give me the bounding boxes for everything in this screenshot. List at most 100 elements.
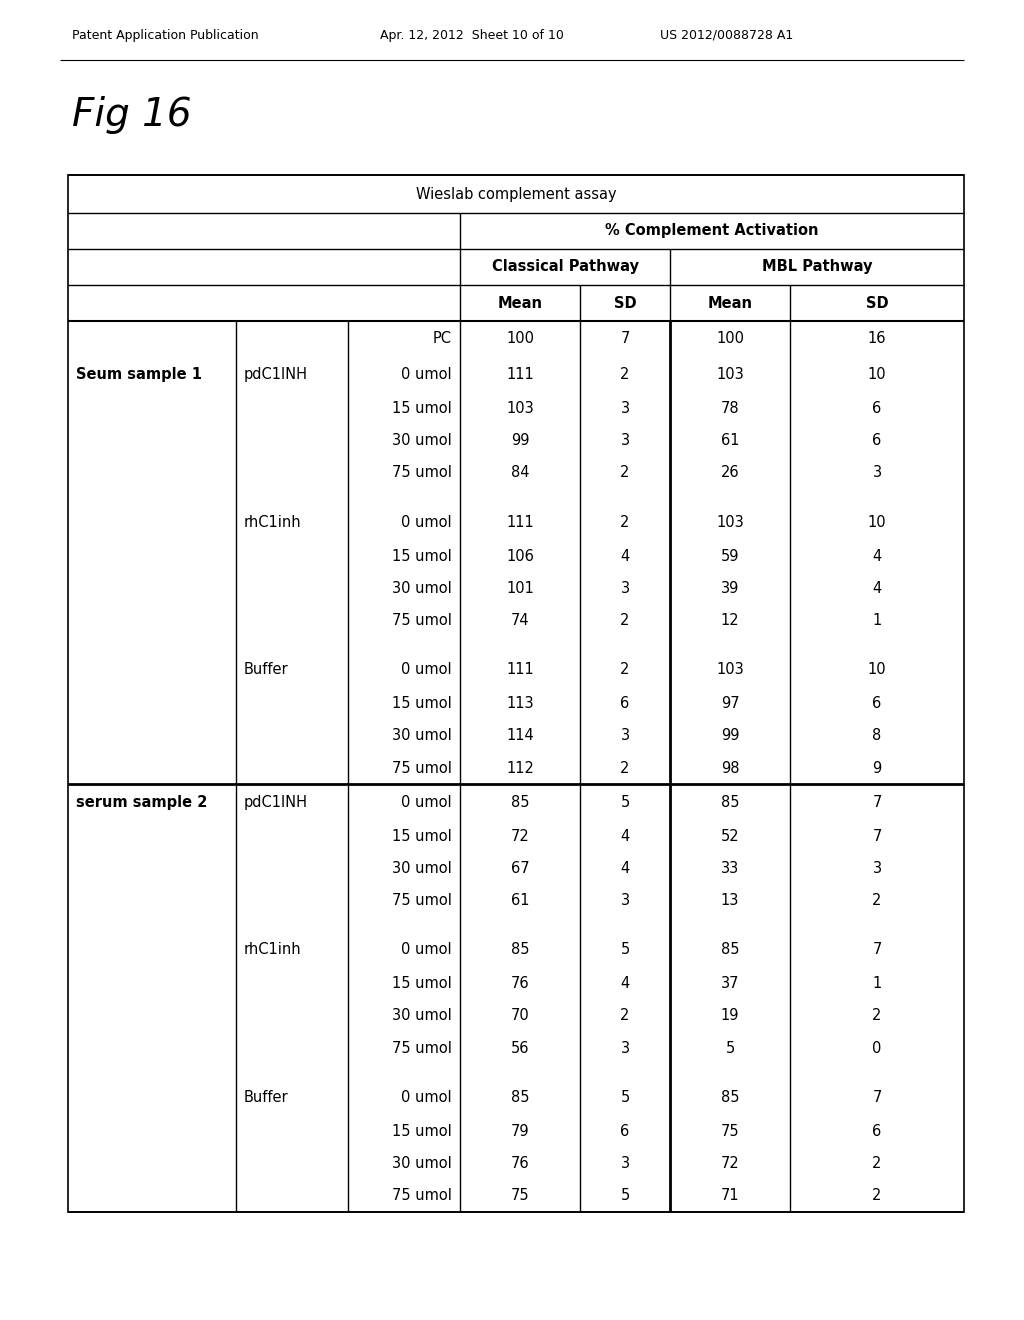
Text: SD: SD: [865, 296, 888, 310]
Text: 5: 5: [621, 942, 630, 957]
Text: 30 umol: 30 umol: [392, 861, 452, 876]
Text: 7: 7: [872, 1090, 882, 1105]
Text: 6: 6: [872, 696, 882, 711]
Text: 0 umol: 0 umol: [401, 1090, 452, 1105]
Text: 84: 84: [511, 466, 529, 480]
Text: 56: 56: [511, 1040, 529, 1056]
Text: Mean: Mean: [708, 296, 753, 310]
Text: PC: PC: [433, 331, 452, 346]
Text: 3: 3: [872, 466, 882, 480]
Text: 6: 6: [621, 1123, 630, 1139]
Text: 103: 103: [506, 401, 534, 416]
Text: Patent Application Publication: Patent Application Publication: [72, 29, 259, 41]
Text: 4: 4: [621, 829, 630, 843]
Text: 3: 3: [621, 581, 630, 595]
Text: 103: 103: [716, 367, 743, 381]
Text: % Complement Activation: % Complement Activation: [605, 223, 819, 239]
Text: 114: 114: [506, 729, 534, 743]
Text: 15 umol: 15 umol: [392, 1123, 452, 1139]
Text: 26: 26: [721, 466, 739, 480]
Text: 85: 85: [721, 1090, 739, 1105]
Text: 100: 100: [506, 331, 534, 346]
Text: 10: 10: [867, 367, 887, 381]
Text: 85: 85: [511, 795, 529, 809]
Text: 4: 4: [872, 581, 882, 595]
Text: 61: 61: [511, 894, 529, 908]
Text: 39: 39: [721, 581, 739, 595]
Text: pdC1INH: pdC1INH: [244, 795, 308, 809]
Text: 76: 76: [511, 1156, 529, 1171]
Text: 106: 106: [506, 549, 534, 564]
Text: Wieslab complement assay: Wieslab complement assay: [416, 186, 616, 202]
Text: Apr. 12, 2012  Sheet 10 of 10: Apr. 12, 2012 Sheet 10 of 10: [380, 29, 564, 41]
Text: 98: 98: [721, 760, 739, 776]
Text: 3: 3: [621, 1156, 630, 1171]
Text: 15 umol: 15 umol: [392, 549, 452, 564]
Text: 111: 111: [506, 663, 534, 677]
Text: 3: 3: [621, 894, 630, 908]
Text: 0 umol: 0 umol: [401, 795, 452, 809]
Text: serum sample 2: serum sample 2: [76, 795, 208, 809]
Text: 16: 16: [867, 331, 886, 346]
Text: 103: 103: [716, 515, 743, 529]
Text: 8: 8: [872, 729, 882, 743]
Text: 6: 6: [872, 401, 882, 416]
Text: rhC1inh: rhC1inh: [244, 515, 302, 529]
Text: 74: 74: [511, 612, 529, 628]
Text: 113: 113: [506, 696, 534, 711]
Text: 2: 2: [872, 1188, 882, 1204]
Text: 3: 3: [621, 433, 630, 449]
Text: 67: 67: [511, 861, 529, 876]
Text: 75 umol: 75 umol: [392, 612, 452, 628]
Text: 0 umol: 0 umol: [401, 942, 452, 957]
Text: 7: 7: [872, 829, 882, 843]
Text: 100: 100: [716, 331, 744, 346]
Text: 1: 1: [872, 612, 882, 628]
Text: 85: 85: [721, 795, 739, 809]
Text: 4: 4: [621, 861, 630, 876]
Text: 4: 4: [621, 977, 630, 991]
Text: 75 umol: 75 umol: [392, 1040, 452, 1056]
Text: Fig 16: Fig 16: [72, 96, 191, 135]
Text: 2: 2: [621, 663, 630, 677]
Text: 5: 5: [621, 1090, 630, 1105]
Text: 2: 2: [621, 1008, 630, 1023]
Text: 0 umol: 0 umol: [401, 663, 452, 677]
Text: 10: 10: [867, 663, 887, 677]
Text: 72: 72: [511, 829, 529, 843]
Text: 30 umol: 30 umol: [392, 1008, 452, 1023]
Text: 6: 6: [872, 1123, 882, 1139]
Text: 13: 13: [721, 894, 739, 908]
Text: 12: 12: [721, 612, 739, 628]
Text: 33: 33: [721, 861, 739, 876]
Text: 70: 70: [511, 1008, 529, 1023]
Text: SD: SD: [613, 296, 636, 310]
Text: 101: 101: [506, 581, 534, 595]
Text: 99: 99: [721, 729, 739, 743]
Text: Mean: Mean: [498, 296, 543, 310]
Text: 75 umol: 75 umol: [392, 1188, 452, 1204]
Text: 85: 85: [511, 1090, 529, 1105]
Text: 4: 4: [872, 549, 882, 564]
Text: 3: 3: [621, 1040, 630, 1056]
Text: 112: 112: [506, 760, 534, 776]
Text: US 2012/0088728 A1: US 2012/0088728 A1: [660, 29, 794, 41]
Text: 6: 6: [872, 433, 882, 449]
Text: 111: 111: [506, 515, 534, 529]
Text: 30 umol: 30 umol: [392, 581, 452, 595]
Text: 30 umol: 30 umol: [392, 433, 452, 449]
Text: 3: 3: [872, 861, 882, 876]
Text: 3: 3: [621, 401, 630, 416]
Text: 30 umol: 30 umol: [392, 729, 452, 743]
Text: 71: 71: [721, 1188, 739, 1204]
Text: 7: 7: [872, 942, 882, 957]
Text: 2: 2: [621, 466, 630, 480]
Text: rhC1inh: rhC1inh: [244, 942, 302, 957]
Text: 7: 7: [621, 331, 630, 346]
Text: 75: 75: [511, 1188, 529, 1204]
Text: 111: 111: [506, 367, 534, 381]
Text: Buffer: Buffer: [244, 663, 289, 677]
Text: 5: 5: [621, 795, 630, 809]
Text: 2: 2: [872, 1156, 882, 1171]
Text: 15 umol: 15 umol: [392, 829, 452, 843]
